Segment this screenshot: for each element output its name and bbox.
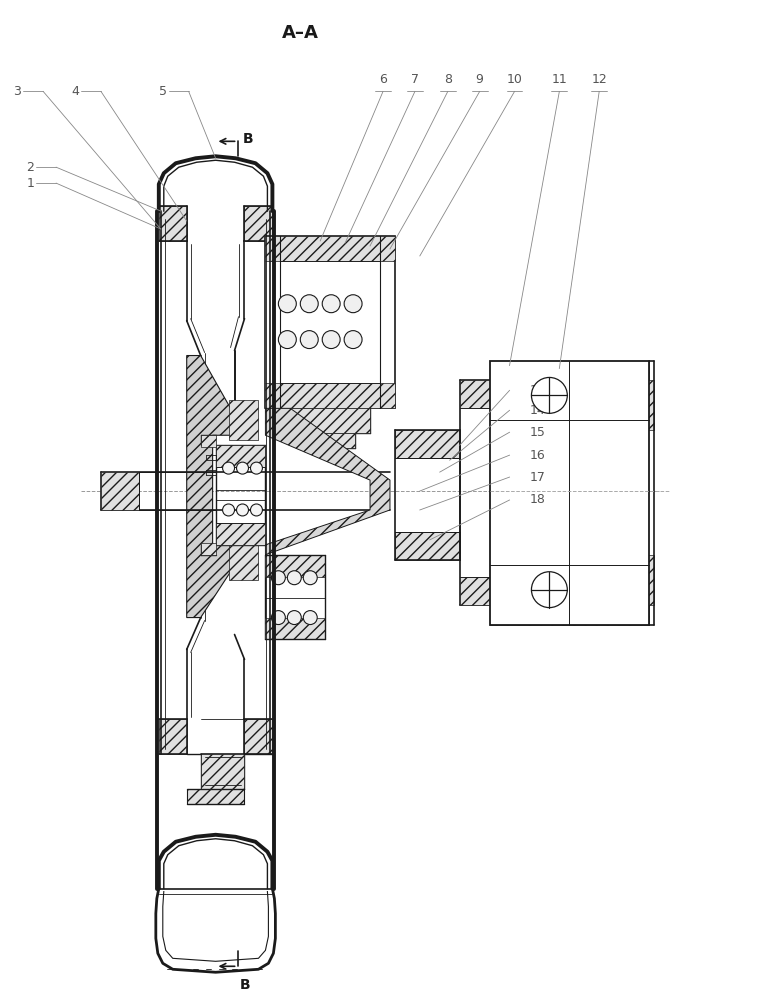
Text: 4: 4	[71, 85, 79, 98]
Polygon shape	[187, 356, 230, 618]
Bar	[634, 555, 654, 605]
Circle shape	[344, 331, 362, 349]
Text: 18: 18	[530, 493, 546, 506]
Text: 12: 12	[591, 73, 607, 86]
Text: 3: 3	[14, 85, 21, 98]
Bar	[201, 754, 245, 789]
Bar	[201, 435, 216, 447]
Bar	[201, 543, 216, 555]
Circle shape	[303, 571, 317, 585]
Circle shape	[322, 331, 340, 349]
Bar	[229, 545, 258, 580]
Circle shape	[278, 295, 296, 313]
Bar	[489, 361, 649, 380]
Circle shape	[303, 611, 317, 625]
Circle shape	[251, 504, 262, 516]
Bar	[395, 430, 460, 458]
Bar	[489, 361, 649, 625]
Text: 10: 10	[507, 73, 522, 86]
Text: 15: 15	[530, 426, 546, 439]
Bar	[265, 383, 395, 408]
Bar	[216, 523, 265, 545]
Text: 11: 11	[552, 73, 567, 86]
Bar	[634, 380, 654, 430]
Polygon shape	[265, 408, 390, 555]
Bar	[460, 380, 489, 408]
Circle shape	[251, 462, 262, 474]
Bar	[265, 618, 325, 639]
Circle shape	[300, 295, 318, 313]
Circle shape	[223, 462, 235, 474]
Bar	[265, 555, 325, 577]
Bar	[101, 472, 139, 510]
Circle shape	[344, 295, 362, 313]
Circle shape	[322, 295, 340, 313]
Text: 8: 8	[444, 73, 451, 86]
Text: 7: 7	[411, 73, 419, 86]
Circle shape	[236, 504, 249, 516]
Bar	[245, 206, 272, 241]
Bar	[265, 236, 395, 408]
Bar	[265, 236, 395, 261]
Circle shape	[531, 572, 567, 608]
Circle shape	[223, 504, 235, 516]
Text: B: B	[239, 978, 250, 992]
Bar	[290, 408, 370, 433]
Text: 1: 1	[27, 177, 34, 190]
Bar	[395, 532, 460, 560]
Circle shape	[287, 611, 301, 625]
Text: 17: 17	[530, 471, 546, 484]
Text: 5: 5	[159, 85, 166, 98]
Text: 16: 16	[530, 449, 545, 462]
Bar	[216, 445, 265, 467]
Bar	[159, 206, 187, 241]
Bar	[159, 719, 187, 754]
Text: A–A: A–A	[282, 24, 318, 42]
Circle shape	[271, 611, 285, 625]
Text: 13: 13	[530, 384, 545, 397]
Bar	[489, 605, 649, 625]
Bar	[187, 789, 245, 804]
Text: 2: 2	[27, 161, 34, 174]
Text: 14: 14	[530, 404, 545, 417]
Circle shape	[300, 331, 318, 349]
Circle shape	[278, 331, 296, 349]
Text: B: B	[242, 132, 253, 146]
Circle shape	[236, 462, 249, 474]
Bar	[245, 719, 272, 754]
Circle shape	[287, 571, 301, 585]
Text: 6: 6	[379, 73, 387, 86]
Bar	[460, 577, 489, 605]
Circle shape	[271, 571, 285, 585]
Text: 9: 9	[476, 73, 483, 86]
Bar	[306, 433, 355, 448]
Circle shape	[531, 377, 567, 413]
Bar	[229, 400, 258, 440]
